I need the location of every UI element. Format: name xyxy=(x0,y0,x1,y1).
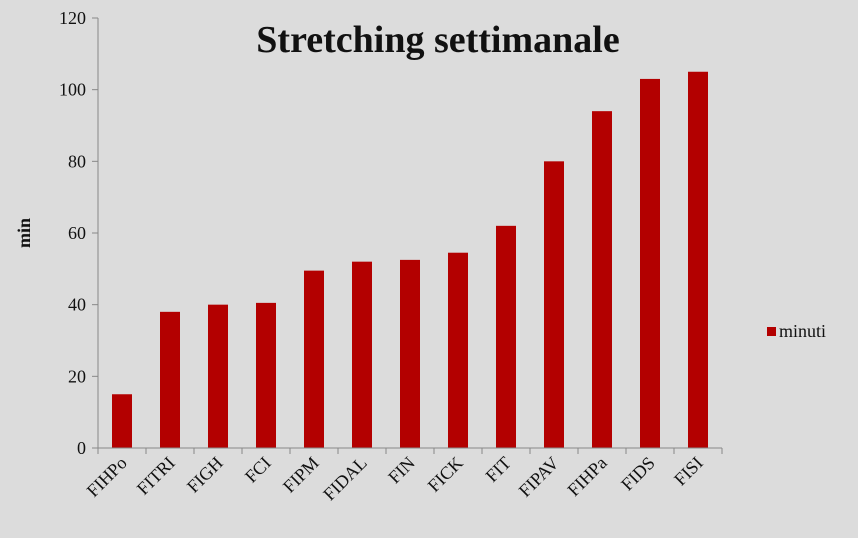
x-tick-label: FIDAL xyxy=(319,453,371,505)
x-tick-label: FICK xyxy=(424,453,467,496)
x-tick-label: FCI xyxy=(241,453,275,487)
x-tick-label: FIHPa xyxy=(563,453,610,500)
x-tick-label: FIDS xyxy=(617,453,659,495)
bars-layer xyxy=(112,71,708,449)
bar-fit xyxy=(496,225,516,448)
x-tick-label: FITRI xyxy=(133,453,179,499)
bar-fisi xyxy=(688,71,708,448)
y-tick-label: 80 xyxy=(68,151,86,171)
y-tick-label: 60 xyxy=(68,223,86,243)
bar-fihpo xyxy=(112,394,132,448)
bar-figh xyxy=(208,304,228,448)
x-tick-label: FIHPo xyxy=(83,453,131,501)
bar-fci xyxy=(256,302,276,448)
y-tick-label: 20 xyxy=(68,366,86,386)
y-tick-label: 100 xyxy=(59,80,86,100)
bar-fihpa xyxy=(592,111,612,449)
bar-fidal xyxy=(352,261,372,448)
x-tick-label: FIN xyxy=(384,453,419,488)
x-tick-label: FIT xyxy=(482,453,515,486)
bar-fitri xyxy=(160,311,180,448)
chart-title: Stretching settimanale xyxy=(256,19,619,61)
bar-fipm xyxy=(304,270,324,448)
y-axis-label: min xyxy=(14,218,34,248)
x-tick-label: FISI xyxy=(670,453,707,490)
x-tick-label: FIGH xyxy=(183,453,227,497)
axes-layer xyxy=(92,17,723,454)
legend-swatch xyxy=(767,327,776,336)
bar-fipav xyxy=(544,161,564,449)
bar-fick xyxy=(448,252,468,448)
bar-fin xyxy=(400,259,420,448)
legend-label: minuti xyxy=(779,321,826,341)
bar-fids xyxy=(640,78,660,449)
x-tick-label: FIPAV xyxy=(515,453,563,501)
y-tick-label: 0 xyxy=(77,438,86,458)
y-tick-label: 40 xyxy=(68,295,86,315)
y-tick-label: 120 xyxy=(59,8,86,28)
x-tick-label: FIPM xyxy=(279,453,323,497)
